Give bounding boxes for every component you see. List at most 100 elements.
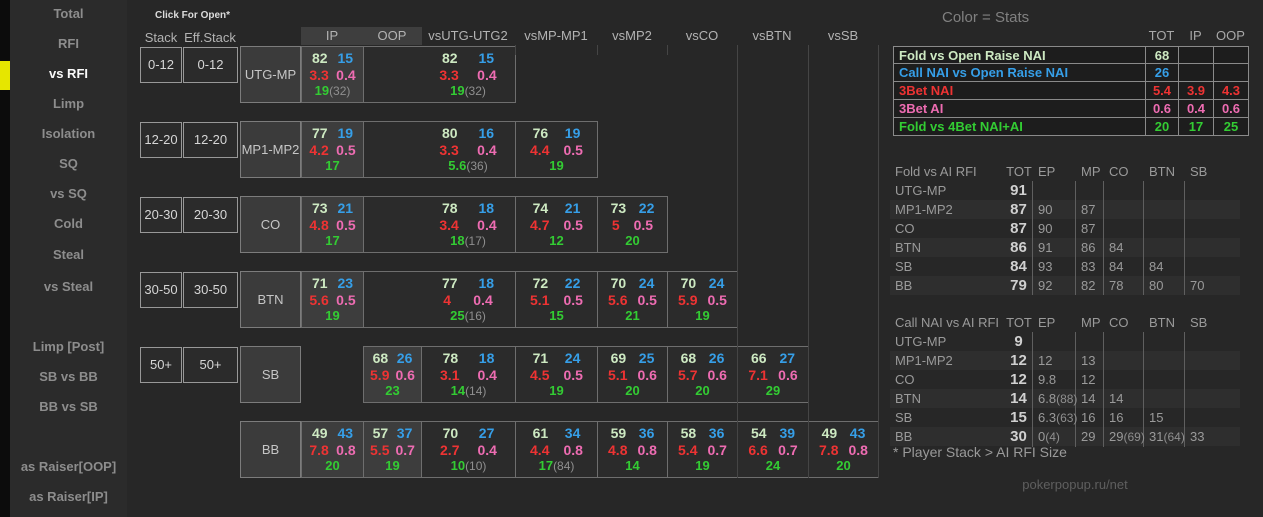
cell-values: 61 34 4.4 0.8 17(84) [516,422,597,477]
stack-range-co[interactable]: 20-30 [140,197,182,233]
eff-stack-range-mp1-mp2[interactable]: 12-20 [183,122,238,158]
fold-vs-open-value: 54 [750,425,767,441]
cell-line-fold-vs-4bet: 18(17) [421,234,515,249]
fold-vs-4bet-value: 15 [549,308,564,323]
cell-line-3bet: 5.1 0.6 [598,367,667,383]
grid-cell-bb-vsutg[interactable]: 70 27 2.7 0.4 10(10) [421,421,516,478]
grid-cell-co-vsmp2[interactable]: 73 22 5 0.5 20 [597,196,668,253]
stats-value: 86 [1005,238,1033,257]
grid-cell-sb-vsmp1[interactable]: 71 24 4.5 0.5 19 [515,346,598,403]
cell-line-fold-call: 73 21 [302,200,363,216]
grid-cell-bb-ip[interactable]: 49 43 7.8 0.8 20 [301,421,364,478]
sidebar-item-bb-vs-sb[interactable]: BB vs SB [39,399,98,414]
fold-vs-4bet-value: 19 [385,458,400,473]
cell-line-fold-call: 78 18 [422,350,515,366]
call-value: 18 [478,350,495,366]
threebet-ai-value: 0.5 [707,292,727,308]
cell-line-fold-call: 70 27 [422,425,515,441]
grid-cell-sb-vsco[interactable]: 68 26 5.7 0.6 20 [667,346,738,403]
sidebar-item-limp-post[interactable]: Limp [Post] [32,339,105,354]
grid-cell-btn-vsmp2[interactable]: 70 24 5.6 0.5 21 [597,271,668,328]
stack-range-btn[interactable]: 30-50 [140,272,182,308]
sidebar-item-limp[interactable]: Limp [52,96,85,111]
grid-cell-sb-oop[interactable]: 68 26 5.9 0.6 23 [363,346,422,403]
stats-value [1104,332,1144,351]
threebet-ai-value: 0.5 [336,142,356,158]
fold-vs-4bet-value: 20 [325,458,340,473]
grid-cell-btn-merged[interactable]: 77 18 4 0.4 25(16) [363,271,516,328]
sidebar-item-isolation[interactable]: Isolation [41,126,96,141]
sidebar-item-as-raiser-ip[interactable]: as Raiser[IP] [29,489,108,504]
stats-value: 84 [1104,257,1144,276]
grid-cell-mp1-mp2-vsmp1[interactable]: 76 19 4.4 0.5 19 [515,121,598,178]
sidebar-item-vs-steal[interactable]: vs Steal [43,279,94,294]
grid-cell-co-vsmp1[interactable]: 74 21 4.7 0.5 12 [515,196,598,253]
stats-row-fold-vs-ai-rfi-btn: BTN 86 91 86 84 [890,238,1240,257]
fold-vs-4bet-value: 25 [450,308,465,323]
grid-cell-btn-ip[interactable]: 71 23 5.6 0.5 19 [301,271,364,328]
eff-stack-range-co[interactable]: 20-30 [183,197,238,233]
fold-vs-open-value: 70 [442,425,459,441]
grid-cell-sb-vsbtn[interactable]: 66 27 7.1 0.6 29 [737,346,809,403]
grid-cell-utg-mp-merged[interactable]: 82 15 3.3 0.4 19(32) [363,46,516,103]
grid-cell-bb-vsmp1[interactable]: 61 34 4.4 0.8 17(84) [515,421,598,478]
sidebar-item-rfi[interactable]: RFI [58,36,79,51]
stats-value: 15 [1144,408,1185,428]
sidebar-item-sq[interactable]: SQ [59,156,78,171]
sidebar-item-as-raiser-oop[interactable]: as Raiser[OOP] [20,459,117,474]
cell-values: 77 19 4.2 0.5 17 [302,122,363,177]
cell-values: 70 27 2.7 0.4 10(10) [422,422,515,477]
stats-value [1185,200,1240,219]
grid-cell-co-ip[interactable]: 73 21 4.8 0.5 17 [301,196,364,253]
grid-cell-utg-mp-ip[interactable]: 82 15 3.3 0.4 19(32) [301,46,364,103]
fold-vs-4bet-value: 19 [314,83,330,98]
threebet-ai-value: 0.4 [336,67,356,83]
grid-cell-bb-vsbtn[interactable]: 54 39 6.6 0.7 24 [737,421,809,478]
stats-value: 31(64) [1144,427,1185,447]
cell-line-3bet: 4.2 0.5 [302,142,363,158]
stats-row-label: MP1-MP2 [895,353,953,368]
fold-vs-open-value: 70 [610,275,627,291]
grid-cell-co-merged[interactable]: 78 18 3.4 0.4 18(17) [363,196,516,253]
sidebar-item-sb-vs-bb[interactable]: SB vs BB [39,369,98,384]
legend-value-oop: 0.6 [1214,100,1249,118]
fold-vs-4bet-paren-value: (84) [553,459,575,473]
sidebar-item-total[interactable]: Total [53,6,84,21]
stats-row-fold-vs-ai-rfi-co: CO 87 90 87 [890,219,1240,238]
fold-vs-4bet-value: 14 [625,458,640,473]
stats-row-call-nai-vs-ai-rfi-co: CO 12 9.8 12 [890,370,1240,389]
grid-cell-mp1-mp2-merged[interactable]: 80 16 3.3 0.4 5.6(36) [363,121,516,178]
grid-cell-mp1-mp2-ip[interactable]: 77 19 4.2 0.5 17 [301,121,364,178]
legend-value-tot: 0.6 [1146,100,1179,118]
grid-cell-sb-vsutg[interactable]: 78 18 3.1 0.4 14(14) [421,346,516,403]
grid-cell-btn-vsco[interactable]: 70 24 5.9 0.5 19 [667,271,738,328]
stats-value: 14 [1076,389,1104,409]
sidebar-item-steal[interactable]: Steal [52,247,85,262]
threebet-nai-value: 3.4 [439,217,459,233]
sidebar-item-cold[interactable]: Cold [54,216,83,231]
grid-cell-btn-vsmp1[interactable]: 72 22 5.1 0.5 15 [515,271,598,328]
eff-stack-range-sb[interactable]: 50+ [183,347,238,383]
grid-cell-sb-vsmp2[interactable]: 69 25 5.1 0.6 20 [597,346,668,403]
stats-row-fold-vs-ai-rfi-bb: BB 79 92 82 78 80 70 [890,276,1240,295]
cell-line-fold-vs-4bet: 14(14) [422,384,515,399]
fold-vs-4bet-value: 21 [625,308,640,323]
threebet-ai-value: 0.5 [563,217,583,233]
grid-cell-bb-vssb[interactable]: 49 43 7.8 0.8 20 [808,421,879,478]
stack-range-sb[interactable]: 50+ [140,347,182,383]
stack-range-mp1-mp2[interactable]: 12-20 [140,122,182,158]
grid-cell-bb-oop[interactable]: 57 37 5.5 0.7 19 [363,421,422,478]
grid-cell-bb-vsco[interactable]: 58 36 5.4 0.7 19 [667,421,738,478]
stats-value: 12 [1005,370,1033,389]
threebet-nai-value: 6.6 [748,442,768,458]
eff-stack-range-btn[interactable]: 30-50 [183,272,238,308]
grid-cell-bb-vsmp2[interactable]: 59 36 4.8 0.8 14 [597,421,668,478]
sidebar-item-vs-sq[interactable]: vs SQ [50,186,87,201]
stats-value: 70 [1190,278,1205,293]
stack-range-utg-mp[interactable]: 0-12 [140,47,182,83]
eff-stack-range-utg-mp[interactable]: 0-12 [183,47,238,83]
call-value: 25 [638,350,655,366]
fold-vs-4bet-value: 23 [385,383,400,398]
stats-value [1144,200,1185,219]
sidebar-item-vs-rfi[interactable]: vs RFI [48,66,88,81]
